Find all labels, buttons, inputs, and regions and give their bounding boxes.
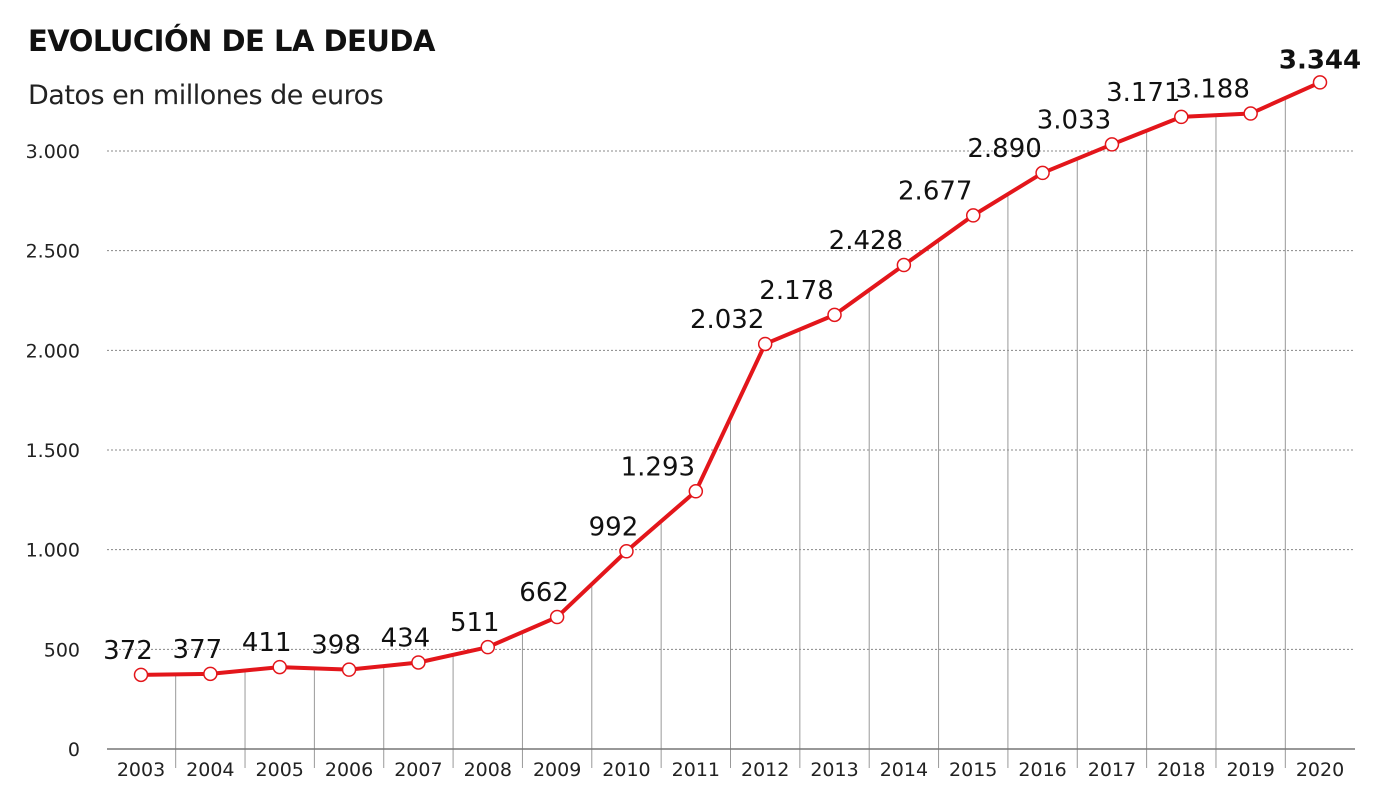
data-label: 3.188 (1175, 75, 1249, 105)
data-point (896, 257, 912, 273)
data-label: 398 (311, 631, 361, 661)
x-tick-label: 2019 (1226, 759, 1274, 781)
data-label: 1.293 (621, 452, 695, 482)
y-tick-label: 2.500 (26, 241, 80, 263)
x-tick-label: 2008 (464, 759, 512, 781)
data-label: 3.171 (1106, 78, 1180, 108)
data-point (411, 655, 426, 670)
data-label: 2.428 (829, 226, 903, 256)
y-tick-label: 2.000 (26, 340, 80, 362)
data-label: 3.344 (1279, 45, 1361, 75)
data-label: 2.890 (967, 134, 1041, 164)
data-label: 372 (103, 636, 153, 666)
x-tick-label: 2014 (880, 759, 928, 781)
x-tick-label: 2005 (256, 759, 304, 781)
data-point (1035, 165, 1050, 181)
x-tick-label: 2006 (325, 759, 373, 781)
x-tick-label: 2003 (117, 759, 165, 781)
data-point (757, 336, 773, 352)
x-tick-label: 2013 (810, 759, 858, 781)
data-point (1104, 137, 1120, 152)
data-label: 377 (173, 635, 223, 665)
data-point (965, 208, 981, 223)
x-tick-label: 2015 (949, 759, 997, 781)
chart-subtitle: Datos en millones de euros (28, 80, 384, 111)
data-point (480, 639, 496, 655)
x-tick-label: 2007 (394, 759, 442, 781)
data-label: 992 (589, 512, 639, 542)
x-tick-label: 2004 (186, 759, 234, 781)
data-point (688, 484, 704, 499)
data-point (827, 307, 842, 323)
x-tick-label: 2010 (602, 759, 650, 781)
data-label: 434 (381, 623, 431, 653)
data-line (140, 80, 1321, 677)
data-label: 2.178 (759, 276, 833, 306)
data-point (272, 659, 287, 675)
x-tick-label: 2017 (1088, 759, 1136, 781)
data-point (133, 667, 149, 683)
x-tick-label: 2018 (1157, 759, 1205, 781)
data-label: 2.032 (690, 305, 764, 335)
data-label: 511 (450, 608, 500, 638)
chart-title: EVOLUCIÓN DE LA DEUDA (28, 24, 435, 58)
data-label: 662 (519, 578, 569, 608)
x-tick-label: 2011 (672, 759, 720, 781)
y-tick-label: 3.000 (26, 141, 80, 163)
data-point (203, 666, 218, 682)
y-tick-label: 0 (68, 739, 80, 761)
data-point (549, 609, 565, 625)
data-point (1174, 109, 1189, 125)
data-label: 2.677 (898, 176, 972, 206)
x-tick-label: 2009 (533, 759, 581, 781)
x-tick-label: 2020 (1296, 759, 1344, 781)
data-point (1243, 106, 1258, 121)
y-tick-label: 500 (44, 639, 80, 661)
y-tick-label: 1.500 (26, 440, 80, 462)
x-tick-label: 2012 (741, 759, 789, 781)
data-label: 411 (242, 628, 292, 658)
x-tick-label: 2016 (1018, 759, 1066, 781)
data-point (619, 544, 634, 559)
data-point (1312, 75, 1328, 90)
y-tick-label: 1.000 (26, 540, 80, 562)
data-label: 3.033 (1037, 105, 1111, 135)
data-point (341, 662, 357, 677)
